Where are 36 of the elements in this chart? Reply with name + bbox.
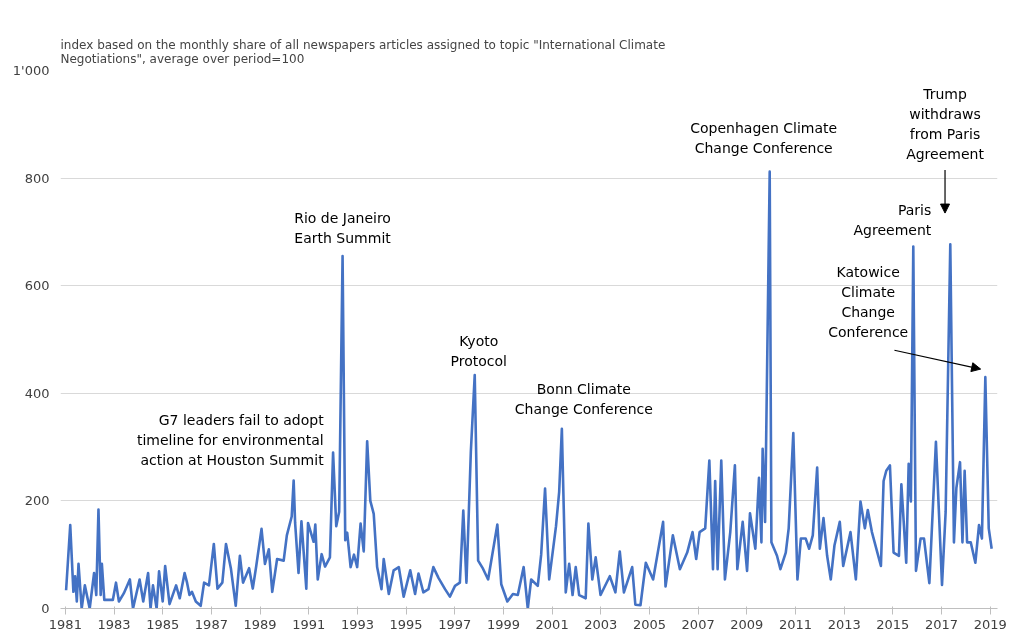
annotation: Kyoto Protocol: [450, 333, 507, 370]
x-tick-label: 2001: [535, 616, 569, 632]
x-tick-label: 1981: [48, 616, 82, 632]
y-tick-label: 800: [24, 170, 50, 186]
x-tick-label: 2009: [730, 616, 764, 632]
x-tick-label: 1991: [292, 616, 326, 632]
x-tick-label: 2017: [924, 616, 959, 632]
y-tick-label: 1'000: [12, 63, 50, 78]
x-tick-label: 2013: [827, 616, 861, 632]
x-tick-label: 1995: [389, 616, 423, 632]
x-tick-label: 2011: [778, 616, 813, 632]
annotation: Rio de Janeiro Earth Summit: [294, 210, 392, 247]
annotation: Paris Agreement: [853, 202, 932, 239]
annotation: Katowice Climate Change Conference: [828, 263, 909, 340]
annotation: Copenhagen Climate Change Conference: [690, 119, 838, 156]
x-tick-label: 1989: [243, 616, 277, 632]
y-tick-label: 600: [24, 278, 50, 294]
annotation: G7 leaders fail to adopt timeline for environmental action at Houston Summit: [136, 412, 325, 469]
annotation: Trump withdraws from Paris Agreement: [906, 85, 985, 162]
x-tick-label: 1985: [146, 616, 180, 632]
x-tick-label: 1997: [438, 616, 472, 632]
chart-title: index based on the monthly share of all newspapers articles assigned to topic "International Climate Negotiations", average over period=100: [60, 37, 666, 66]
annotation: Bonn Climate Change Conference: [514, 380, 653, 417]
x-tick-label: 2007: [681, 616, 715, 632]
x-tick-label: 2003: [584, 616, 618, 632]
y-tick-label: 400: [24, 385, 50, 401]
y-tick-label: 0: [41, 601, 50, 616]
x-tick-label: 1987: [194, 616, 228, 632]
line-series: [64, 170, 993, 609]
y-tick-label: 200: [24, 493, 50, 509]
x-tick-label: 1999: [486, 616, 520, 632]
x-tick-label: 1993: [340, 616, 374, 632]
x-tick-label: 2005: [632, 616, 667, 632]
x-tick-label: 1983: [97, 616, 131, 632]
x-tick-label: 2015: [876, 616, 910, 632]
x-tick-label: 2019: [973, 616, 1007, 632]
